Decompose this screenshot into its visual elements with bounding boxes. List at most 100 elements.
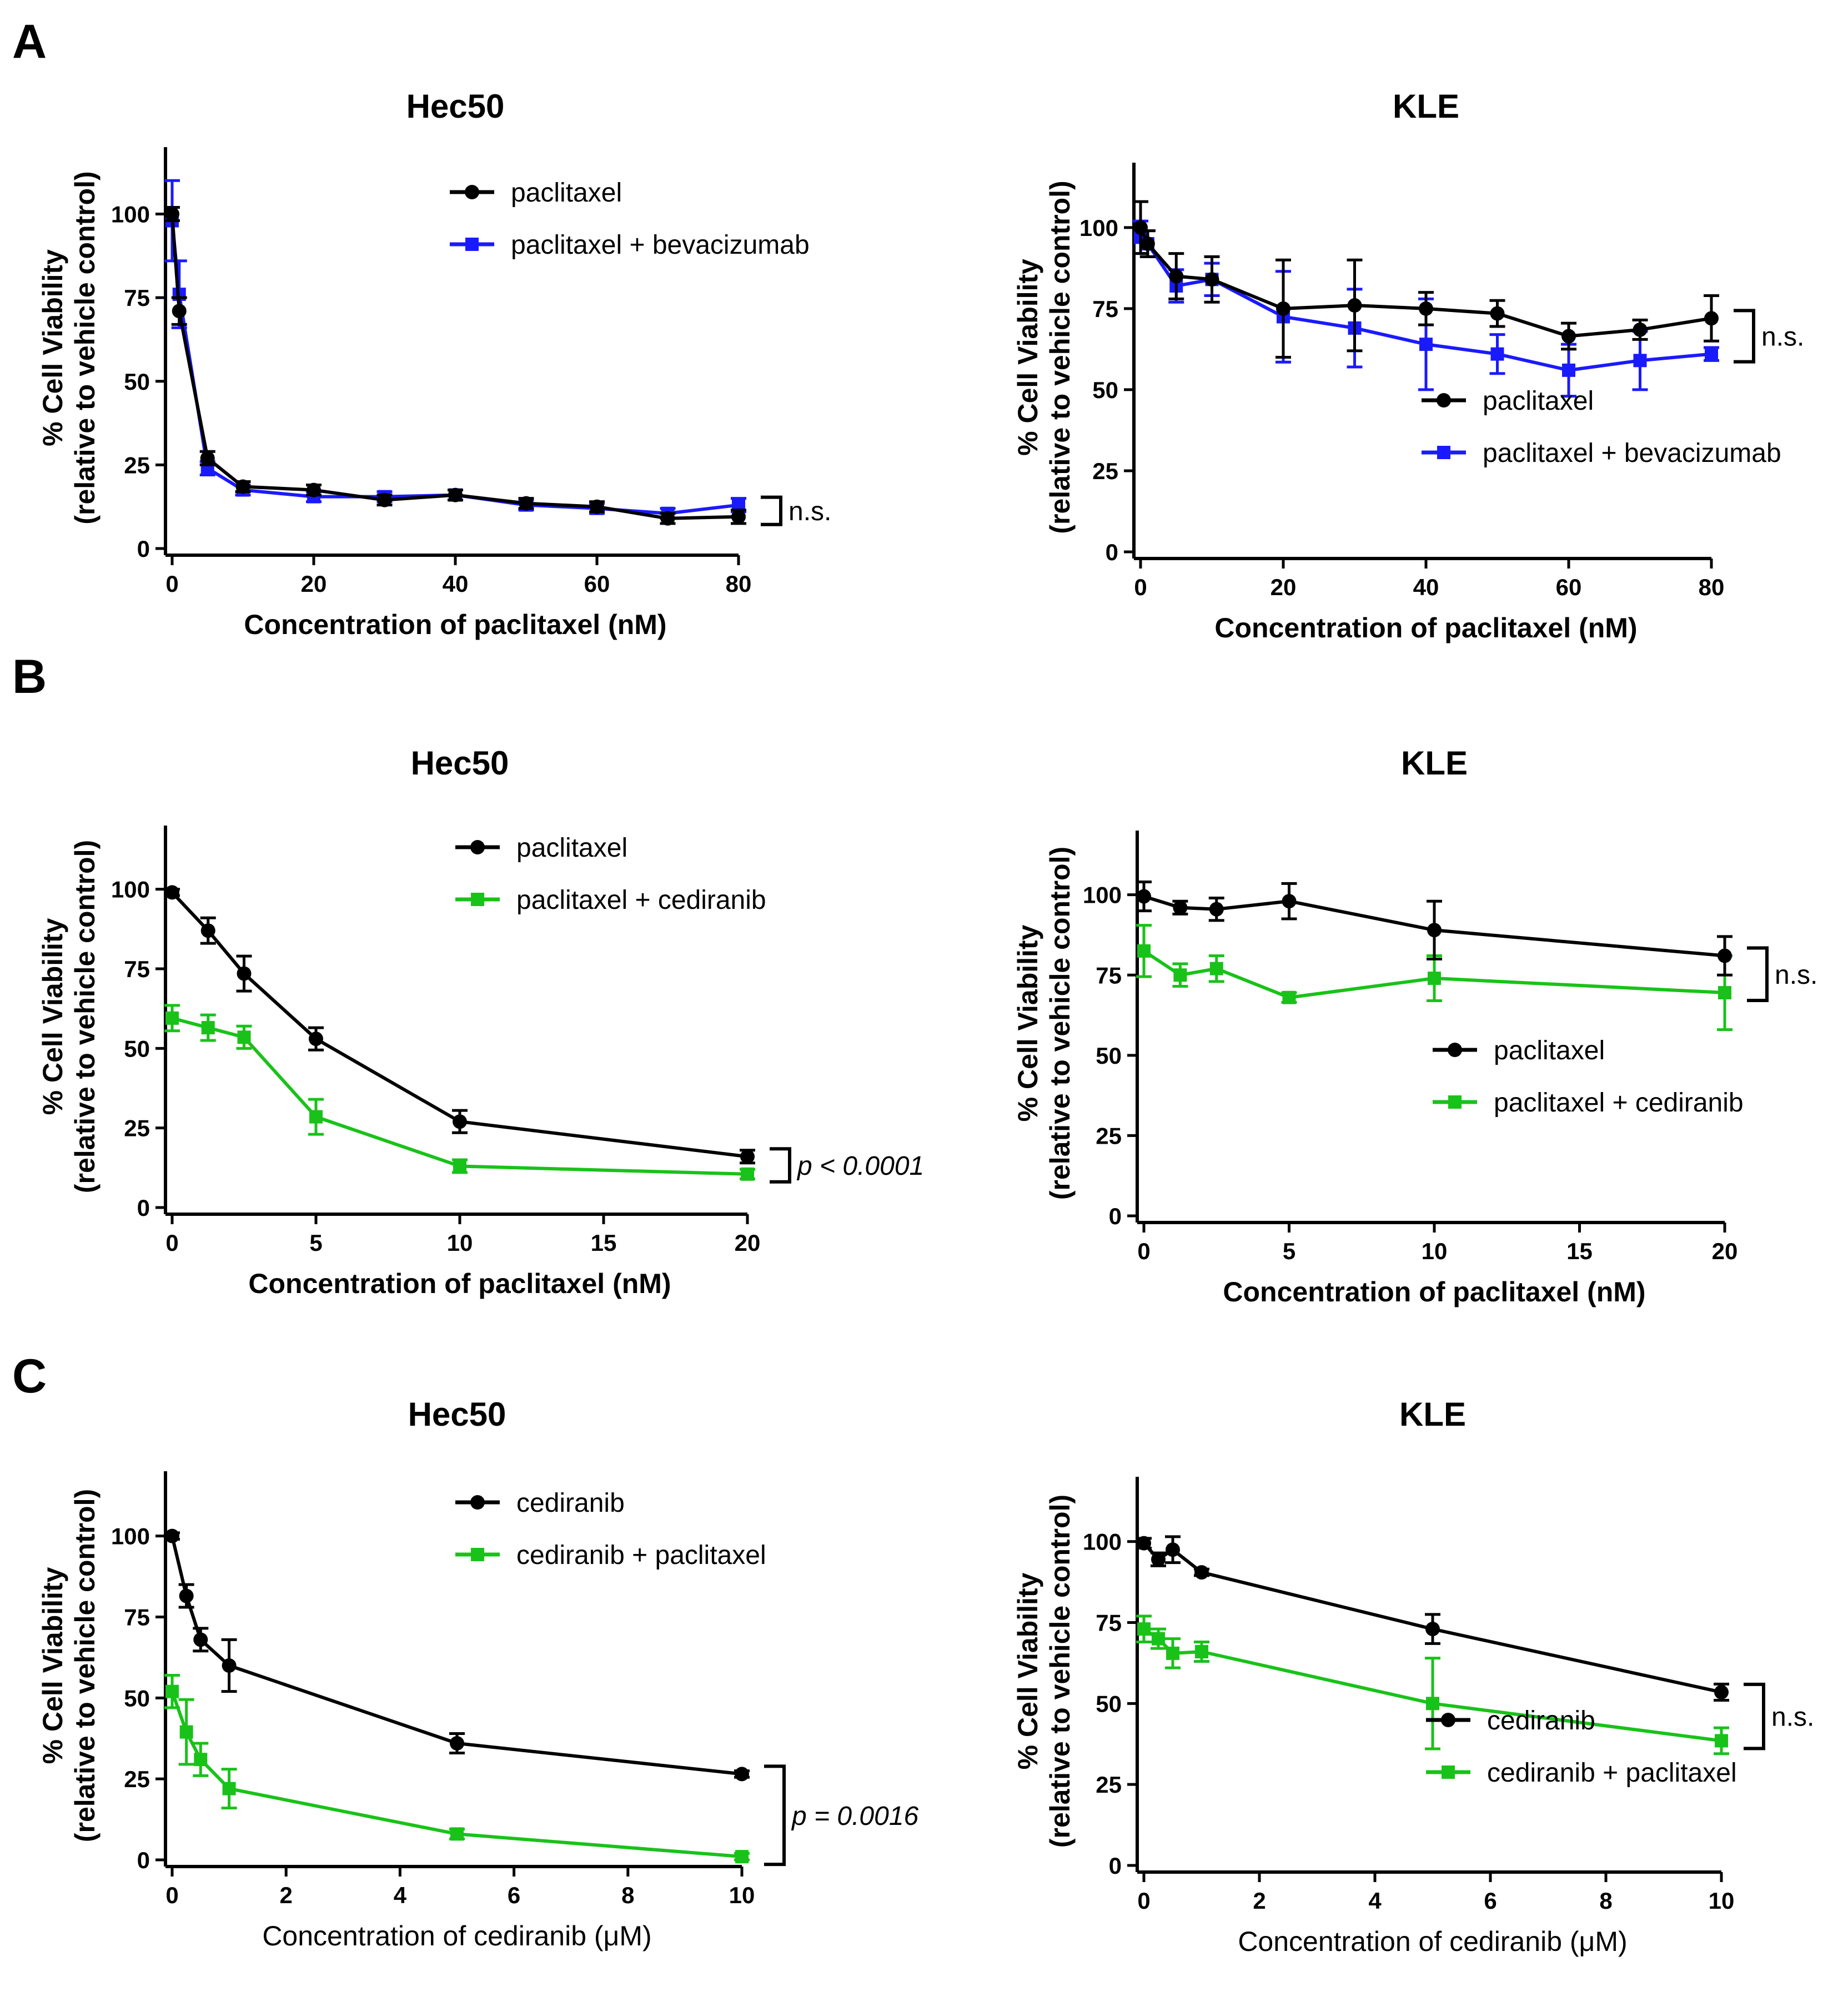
y-axis-label: % Cell Viability(relative to vehicle con… <box>1012 847 1076 1200</box>
x-tick-label: 40 <box>443 571 469 597</box>
data-point <box>1169 269 1184 284</box>
y-tick-label: 25 <box>124 1115 150 1141</box>
y-axis-label-line2: (relative to vehicle control) <box>1044 847 1076 1200</box>
chart-title: KLE <box>1401 745 1468 782</box>
series-line <box>170 220 739 515</box>
significance-bracket <box>764 1764 786 1867</box>
x-tick-label: 20 <box>1712 1238 1738 1264</box>
data-point <box>519 496 534 511</box>
significance-bracket <box>1747 946 1769 1003</box>
significance-bracket <box>1744 1682 1765 1751</box>
legend-swatch-marker <box>470 1495 485 1510</box>
data-point <box>1419 301 1433 316</box>
data-point <box>1152 1632 1165 1646</box>
panel-letter-c: C <box>12 1350 47 1403</box>
data-point <box>172 304 187 319</box>
y-axis-label-line1: % Cell Viability <box>37 918 68 1115</box>
legend-swatch-marker <box>465 185 479 199</box>
series-1 <box>1136 1535 1729 1702</box>
data-point <box>1347 298 1362 313</box>
legend-label: paclitaxel + cediranib <box>1494 1088 1744 1118</box>
y-axis-label-line1: % Cell Viability <box>1012 259 1043 456</box>
data-point <box>1276 301 1290 316</box>
significance-bracket <box>1734 309 1755 364</box>
y-tick-label: 50 <box>1096 1043 1122 1069</box>
x-tick-label: 15 <box>591 1230 617 1256</box>
data-point <box>165 1011 179 1025</box>
data-point <box>1490 306 1505 321</box>
data-point <box>735 1767 749 1782</box>
y-axis-label: % Cell Viability(relative to vehicle con… <box>37 840 101 1193</box>
data-point <box>179 1725 193 1739</box>
y-tick-label: 25 <box>1096 1772 1122 1798</box>
legend-label: paclitaxel <box>1494 1036 1605 1065</box>
y-axis-label-line2: (relative to vehicle control) <box>69 840 101 1193</box>
x-tick-label: 4 <box>1368 1888 1382 1914</box>
data-point <box>165 207 179 222</box>
data-point <box>377 492 392 507</box>
data-point <box>1633 322 1648 337</box>
data-point <box>1137 944 1151 958</box>
y-axis-label: % Cell Viability(relative to vehicle con… <box>1012 1495 1076 1848</box>
legend-swatch-marker <box>470 840 485 854</box>
data-point <box>453 1159 466 1173</box>
data-point <box>1715 1734 1728 1748</box>
data-point <box>1718 948 1732 963</box>
y-tick-label: 0 <box>137 1847 150 1873</box>
data-point <box>450 1827 464 1841</box>
x-tick-label: 80 <box>1699 574 1725 600</box>
data-point <box>200 923 215 938</box>
x-tick-label: 20 <box>735 1230 761 1256</box>
x-tick-label: 10 <box>1422 1238 1448 1264</box>
data-point <box>1166 1542 1180 1557</box>
data-point <box>237 966 252 981</box>
data-point <box>1704 311 1719 326</box>
data-point <box>1209 962 1223 975</box>
y-axis-label: % Cell Viability(relative to vehicle con… <box>37 1489 101 1842</box>
legend-label: cediranib + paclitaxel <box>1487 1758 1737 1788</box>
chart-title: KLE <box>1399 1396 1466 1433</box>
data-point <box>1425 1622 1440 1637</box>
data-point <box>1718 986 1731 1000</box>
y-tick-label: 50 <box>1096 1691 1122 1717</box>
data-point <box>194 1753 208 1767</box>
chart-1: Hec50 0 25 50 75 100 0 20 40 60 80 Concentration of… <box>37 88 831 640</box>
series-1 <box>164 205 746 526</box>
y-tick-label: 75 <box>1096 962 1122 988</box>
significance-label: n.s. <box>789 497 831 526</box>
chart-5: Hec50 0 25 50 75 100 0 2 4 6 8 10 Concentration of c… <box>37 1396 919 1951</box>
data-point <box>165 1684 179 1698</box>
x-tick-label: 0 <box>1137 1238 1150 1264</box>
data-point <box>237 1030 251 1044</box>
x-tick-label: 10 <box>1709 1888 1735 1914</box>
series-1 <box>164 1528 750 1782</box>
chart-6: KLE 0 25 50 75 100 0 2 4 6 8 10 Concentration of ced… <box>1012 1396 1814 1957</box>
significance-bracket <box>761 495 782 526</box>
legend-swatch-marker <box>1442 1765 1455 1779</box>
data-point <box>450 1736 464 1751</box>
legend-label: paclitaxel + bevacizumab <box>511 230 810 260</box>
data-point <box>1137 889 1151 904</box>
series-line <box>170 891 748 1159</box>
y-tick-label: 25 <box>124 1766 150 1792</box>
data-point <box>309 1110 323 1124</box>
y-tick-label: 100 <box>1083 1529 1122 1555</box>
x-tick-label: 5 <box>1283 1238 1295 1264</box>
legend-label: paclitaxel <box>511 178 622 208</box>
data-point <box>1633 354 1647 368</box>
data-point <box>1151 1552 1166 1567</box>
data-point <box>1166 1646 1179 1660</box>
x-tick-label: 2 <box>1253 1888 1266 1914</box>
data-point <box>200 451 215 466</box>
chart-title: Hec50 <box>406 88 505 125</box>
data-point <box>1137 1622 1151 1636</box>
y-axis-label-line2: (relative to vehicle control) <box>1044 180 1076 534</box>
x-tick-label: 10 <box>729 1882 755 1908</box>
data-point <box>235 479 250 494</box>
y-tick-label: 100 <box>1079 215 1118 241</box>
x-tick-label: 6 <box>508 1882 520 1908</box>
x-tick-label: 0 <box>165 1882 178 1908</box>
x-tick-label: 0 <box>165 1230 178 1256</box>
data-point <box>448 487 463 502</box>
